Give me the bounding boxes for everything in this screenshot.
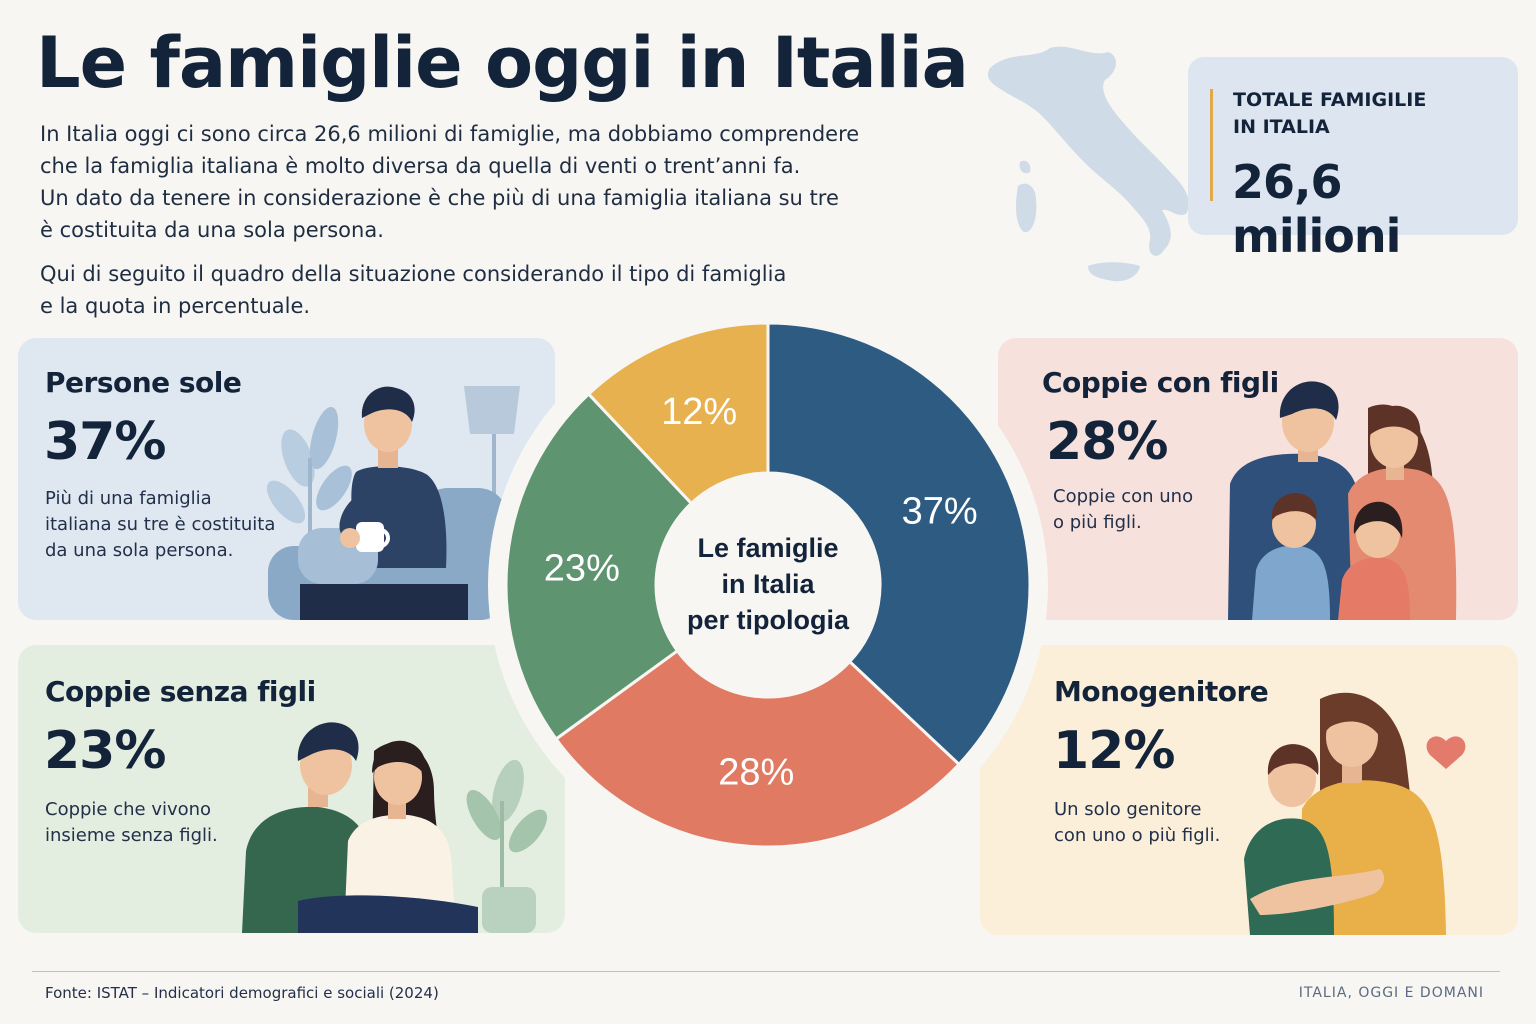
card-monogenitore: Monogenitore 12% Un solo genitore con un… bbox=[980, 645, 1518, 935]
donut-slice-monogenitore bbox=[586, 321, 770, 506]
footer-source: Fonte: ISTAT – Indicatori demografici e … bbox=[45, 984, 439, 1002]
card-persone-sole: Persone sole 37% Più di una famiglia ita… bbox=[18, 338, 555, 620]
card-percent: 37% bbox=[44, 412, 166, 472]
card-percent: 28% bbox=[1046, 412, 1168, 472]
card-title: Coppie con figli bbox=[1042, 366, 1279, 399]
card-desc-line: con uno o più figli. bbox=[1054, 825, 1221, 846]
couple-illustration bbox=[242, 722, 548, 933]
card-description: Coppie che vivono insieme senza figli. bbox=[45, 797, 218, 849]
family-type-donut-chart: 37% 28% 23% 12% Le famiglie in Italia per t… bbox=[488, 305, 1048, 865]
donut-value-label: 12% bbox=[661, 391, 737, 433]
donut-value-label: 23% bbox=[544, 547, 620, 589]
total-value: 26,6 milioni bbox=[1232, 155, 1401, 263]
card-desc-line: Un solo genitore bbox=[1054, 799, 1202, 820]
card-desc-line: da una sola persona. bbox=[45, 540, 234, 561]
family-with-children-illustration bbox=[1228, 381, 1457, 620]
intro-line: In Italia oggi ci sono circa 26,6 milion… bbox=[40, 122, 860, 146]
card-coppie-senza-figli: Coppie senza figli 23% Coppie che vivono… bbox=[18, 645, 565, 933]
donut-slice-coppie-senza-figli bbox=[504, 391, 694, 742]
italy-map-icon bbox=[987, 46, 1189, 282]
card-description: Coppie con uno o più figli. bbox=[1053, 484, 1193, 536]
card-desc-line: insieme senza figli. bbox=[45, 825, 218, 846]
intro-line: che la famiglia italiana è molto diversa… bbox=[40, 154, 801, 178]
donut-slices bbox=[504, 321, 1032, 849]
intro-line: Qui di seguito il quadro della situazion… bbox=[40, 262, 787, 286]
donut-value-labels: 37% 28% 23% 12% bbox=[544, 391, 978, 793]
footer-brand: ITALIA, OGGI E DOMANI bbox=[1298, 985, 1484, 1001]
card-coppie-con-figli: Coppie con figli 28% Coppie con uno o pi… bbox=[998, 338, 1518, 620]
donut-center-label: in Italia bbox=[721, 569, 815, 599]
intro-line: è costituita da una sola persona. bbox=[40, 218, 384, 242]
card-desc-line: Coppie con uno bbox=[1053, 486, 1194, 507]
total-label: TOTALE FAMIGILIE IN ITALIA bbox=[1233, 87, 1473, 141]
donut-value-label: 37% bbox=[902, 491, 978, 533]
card-title: Persone sole bbox=[45, 366, 242, 399]
donut-slice-coppie-con-figli bbox=[553, 648, 962, 849]
card-desc-line: italiana su tre è costituita bbox=[45, 514, 276, 535]
card-desc-line: Più di una famiglia bbox=[45, 488, 212, 509]
card-description: Un solo genitore con uno o più figli. bbox=[1054, 797, 1220, 849]
total-label-line: IN ITALIA bbox=[1233, 116, 1330, 138]
card-title: Coppie senza figli bbox=[45, 675, 316, 708]
card-desc-line: Coppie che vivono bbox=[45, 799, 212, 820]
donut-center-label: per tipologia bbox=[687, 605, 850, 635]
single-parent-illustration bbox=[1244, 692, 1466, 935]
card-percent: 23% bbox=[44, 721, 166, 781]
card-title: Monogenitore bbox=[1054, 675, 1269, 708]
donut-center-label: Le famiglie bbox=[697, 533, 838, 563]
total-families-box: TOTALE FAMIGILIE IN ITALIA 26,6 milioni bbox=[1188, 57, 1518, 263]
single-person-illustration bbox=[266, 386, 520, 620]
total-label-line: TOTALE FAMIGILIE bbox=[1233, 89, 1427, 111]
page-title: Le famiglie oggi in Italia bbox=[36, 22, 969, 104]
card-description: Più di una famiglia italiana su tre è co… bbox=[45, 486, 275, 564]
card-percent: 12% bbox=[1053, 721, 1175, 781]
intro-text: In Italia oggi ci sono circa 26,6 milion… bbox=[40, 118, 940, 322]
footer-divider bbox=[32, 971, 1500, 972]
accent-bar bbox=[1210, 89, 1213, 201]
donut-value-label: 28% bbox=[718, 752, 794, 794]
intro-line: e la quota in percentuale. bbox=[40, 294, 311, 318]
donut-slice-persone-sole bbox=[766, 321, 1032, 767]
intro-line: Un dato da tenere in considerazione è ch… bbox=[40, 186, 839, 210]
card-desc-line: o più figli. bbox=[1053, 512, 1142, 533]
